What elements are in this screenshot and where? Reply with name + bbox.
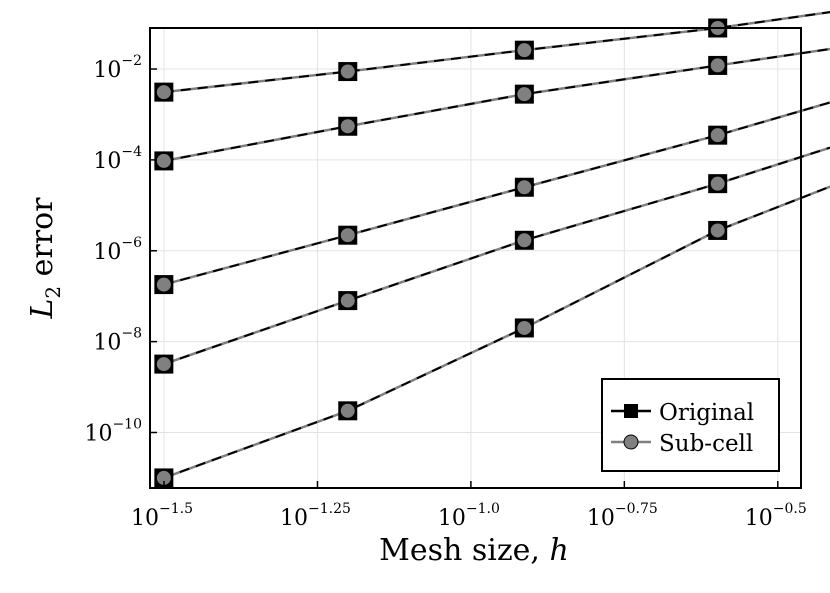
legend-box (601, 378, 780, 472)
data-point-subcell (516, 86, 533, 103)
y-tick-exponent: −8 (121, 326, 142, 342)
legend-label-original: Original (659, 400, 754, 426)
series-group-5 (154, 185, 830, 488)
x-tick-exponent: −1.0 (466, 501, 500, 517)
data-point-subcell (155, 84, 172, 101)
series-line-subcell (163, 101, 830, 286)
y-tick-exponent: −10 (112, 416, 142, 432)
y-tick-label: 10−8 (93, 326, 142, 356)
data-point-subcell (339, 402, 356, 419)
y-tick-base: 10 (84, 421, 112, 446)
y-tick-base: 10 (93, 149, 121, 174)
y-tick-base: 10 (93, 331, 121, 356)
y-tick-exponent: −4 (121, 144, 142, 160)
y-axis-title-rest: error (25, 197, 60, 286)
series-line-original (163, 11, 830, 94)
y-tick-base: 10 (93, 240, 121, 265)
x-tick-label: 10−1.5 (131, 501, 193, 531)
x-tick-base: 10 (438, 506, 466, 531)
y-tick-label: 10−2 (93, 53, 142, 83)
legend-label-subcell: Sub-cell (659, 431, 753, 457)
y-axis-title-subscript: 2 (41, 286, 65, 299)
legend-entry-original: Original (611, 400, 754, 426)
y-tick-base: 10 (93, 58, 121, 83)
series-line-subcell (163, 10, 830, 94)
data-point-subcell (339, 118, 356, 135)
x-tick-exponent: −1.5 (159, 501, 193, 517)
data-point-subcell (339, 292, 356, 309)
data-point-subcell (709, 127, 726, 144)
data-point-subcell (155, 356, 172, 373)
tick-layer: 10−1.5 10−1.25 10−1.0 10−0.75 10−0.510−210−4… (84, 53, 806, 531)
data-point-subcell (339, 63, 356, 80)
y-tick-exponent: −2 (121, 53, 142, 69)
legend-marker-original (624, 404, 638, 418)
x-tick-exponent: −1.25 (308, 501, 351, 517)
x-tick-exponent: −0.5 (773, 501, 807, 517)
y-tick-label: 10−6 (93, 235, 142, 265)
legend-marker-subcell (623, 434, 639, 450)
data-point-subcell (155, 276, 172, 293)
data-point-subcell (516, 319, 533, 336)
series-layer (154, 10, 830, 488)
y-tick-label: 10−4 (93, 144, 142, 174)
data-point-subcell (709, 175, 726, 192)
x-tick-base: 10 (745, 506, 773, 531)
x-axis-title-text: Mesh size, (379, 533, 549, 568)
series-group-4 (154, 146, 830, 374)
series-line-subcell (163, 146, 830, 366)
x-axis-title: Mesh size, h (379, 533, 569, 568)
legend: Original Sub-cell (601, 378, 780, 472)
data-point-subcell (709, 222, 726, 239)
series-group-1 (154, 10, 830, 102)
series-line-original (163, 101, 830, 286)
y-axis-title-symbol: L (25, 299, 60, 320)
x-axis-title-variable: h (550, 533, 569, 568)
data-point-subcell (339, 227, 356, 244)
x-tick-base: 10 (280, 506, 308, 531)
x-tick-label: 10−0.5 (745, 501, 807, 531)
x-tick-label: 10−1.25 (280, 501, 351, 531)
series-line-subcell (163, 47, 830, 163)
data-point-subcell (516, 179, 533, 196)
x-tick-base: 10 (587, 506, 615, 531)
legend-entry-subcell: Sub-cell (611, 431, 753, 457)
data-point-subcell (155, 152, 172, 169)
series-group-2 (154, 47, 830, 171)
x-tick-label: 10−0.75 (587, 501, 658, 531)
x-tick-base: 10 (131, 506, 159, 531)
y-tick-label: 10−10 (84, 416, 142, 446)
data-point-subcell (709, 57, 726, 74)
x-tick-exponent: −0.75 (615, 501, 658, 517)
data-point-subcell (516, 42, 533, 59)
y-tick-exponent: −6 (121, 235, 142, 251)
data-point-subcell (516, 232, 533, 249)
series-line-original (163, 146, 830, 366)
x-tick-label: 10−1.0 (438, 501, 500, 531)
plot-area-frame (149, 27, 802, 489)
y-axis-title: L2 error (25, 197, 65, 320)
series-group-3 (154, 101, 830, 295)
